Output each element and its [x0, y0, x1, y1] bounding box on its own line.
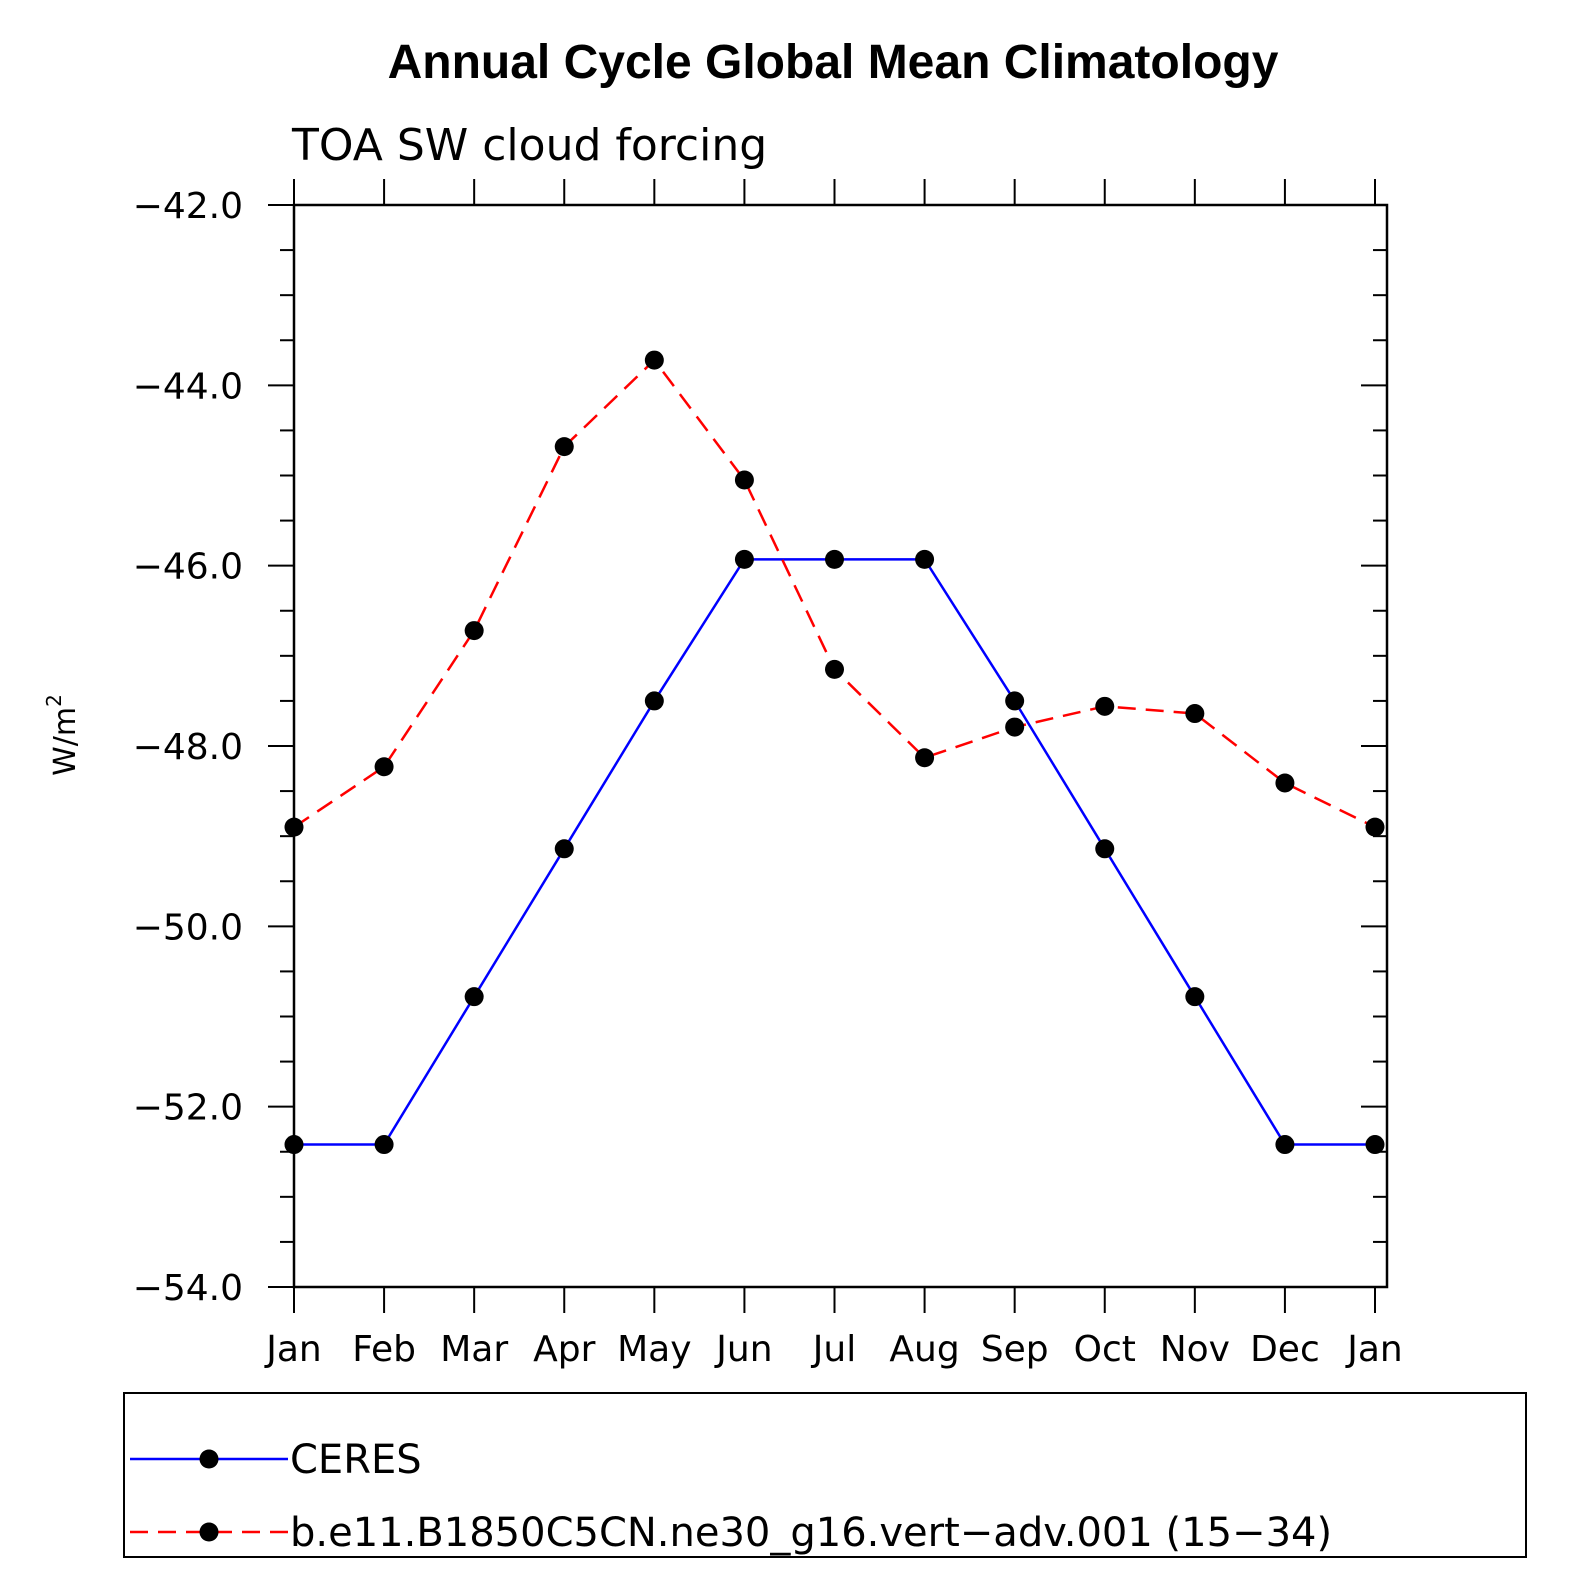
series-2-point: [374, 757, 394, 777]
series-1-point: [1005, 691, 1025, 711]
y-axis-label: W/m2: [42, 694, 83, 776]
x-tick-label: Nov: [1160, 1329, 1230, 1370]
y-tick-labels: −42.0 −44.0 −46.0 −48.0 −50.0 −52.0 −54.0: [133, 186, 243, 1309]
x-tick-label: Dec: [1250, 1329, 1320, 1370]
y-tick-label: −46.0: [133, 547, 243, 588]
series-2-point: [1005, 717, 1025, 737]
plot-frame: [292, 203, 1389, 1289]
legend: CERES b.e11.B1850C5CN.ne30_g16.vert−adv.0…: [123, 1392, 1527, 1558]
series-1-point: [825, 549, 844, 569]
svg-text:W/m2: W/m2: [42, 694, 83, 776]
y-axis-label-superscript: 2: [42, 694, 66, 707]
series-1-point: [644, 691, 664, 711]
x-tick-label: Mar: [440, 1329, 508, 1370]
series-1-point: [554, 839, 574, 859]
series-2-point: [1095, 696, 1115, 716]
x-tick-labels: Jan Feb Mar Apr May Jun Jul Aug Sep Oct Nov Dec Jan: [264, 1329, 1403, 1370]
y-tick-label: −52.0: [133, 1088, 243, 1129]
legend-label-1: CERES: [290, 1437, 422, 1483]
x-tick-label: Sep: [981, 1329, 1049, 1370]
series-1-point: [284, 1135, 304, 1155]
legend-items: CERES b.e11.B1850C5CN.ne30_g16.vert−adv.0…: [130, 1437, 1332, 1556]
series-line-2: [293, 358, 1376, 829]
series-2-point: [1365, 817, 1385, 837]
x-tick-label: Jun: [714, 1329, 772, 1370]
series-markers: [284, 350, 1385, 1155]
series-2-point: [825, 659, 844, 679]
chart-title: Annual Cycle Global Mean Climatology: [388, 36, 1279, 89]
legend-label-2: b.e11.B1850C5CN.ne30_g16.vert−adv.001 (1…: [290, 1510, 1332, 1556]
y-tick-label: −42.0: [133, 186, 243, 227]
series-1-point: [915, 549, 935, 569]
series-2-point: [464, 621, 484, 641]
series-2-point: [734, 470, 754, 490]
series-line-1: [294, 558, 1375, 1146]
legend-marker-2: [199, 1522, 219, 1542]
x-tick-label: Apr: [533, 1329, 595, 1370]
legend-marker-1: [199, 1449, 219, 1469]
y-tick-label: −50.0: [133, 907, 243, 948]
series-2-point: [915, 748, 935, 768]
series-2-point: [1185, 704, 1205, 724]
series-1-point: [734, 549, 754, 569]
x-tick-label: May: [617, 1329, 691, 1370]
y-tick-label: −48.0: [133, 727, 243, 768]
x-tick-label: Oct: [1074, 1329, 1136, 1370]
series-1-point: [1095, 839, 1115, 859]
series-1-point: [464, 987, 484, 1007]
plot-axes: [268, 179, 1389, 1313]
y-tick-label: −54.0: [133, 1268, 243, 1309]
x-tick-label: Feb: [352, 1329, 416, 1370]
series-1-point: [374, 1135, 394, 1155]
x-tick-label: Jan: [1345, 1329, 1403, 1370]
series-2-point: [554, 437, 574, 457]
y-tick-label: −44.0: [133, 366, 243, 407]
series-1-point: [1365, 1135, 1385, 1155]
x-tick-label: Aug: [889, 1329, 959, 1370]
legend-box: [123, 1392, 1527, 1558]
x-tick-label: Jul: [811, 1329, 856, 1370]
y-axis-label-text: W/m: [48, 707, 83, 776]
chart-subtitle: TOA SW cloud forcing: [291, 120, 767, 171]
series-2-point: [284, 817, 304, 837]
series-2-point: [1275, 773, 1295, 793]
series-1-point: [1185, 987, 1205, 1007]
x-tick-label: Jan: [264, 1329, 322, 1370]
series-2-point: [644, 350, 664, 370]
series-lines: [293, 358, 1376, 1146]
series-1-point: [1275, 1135, 1295, 1155]
